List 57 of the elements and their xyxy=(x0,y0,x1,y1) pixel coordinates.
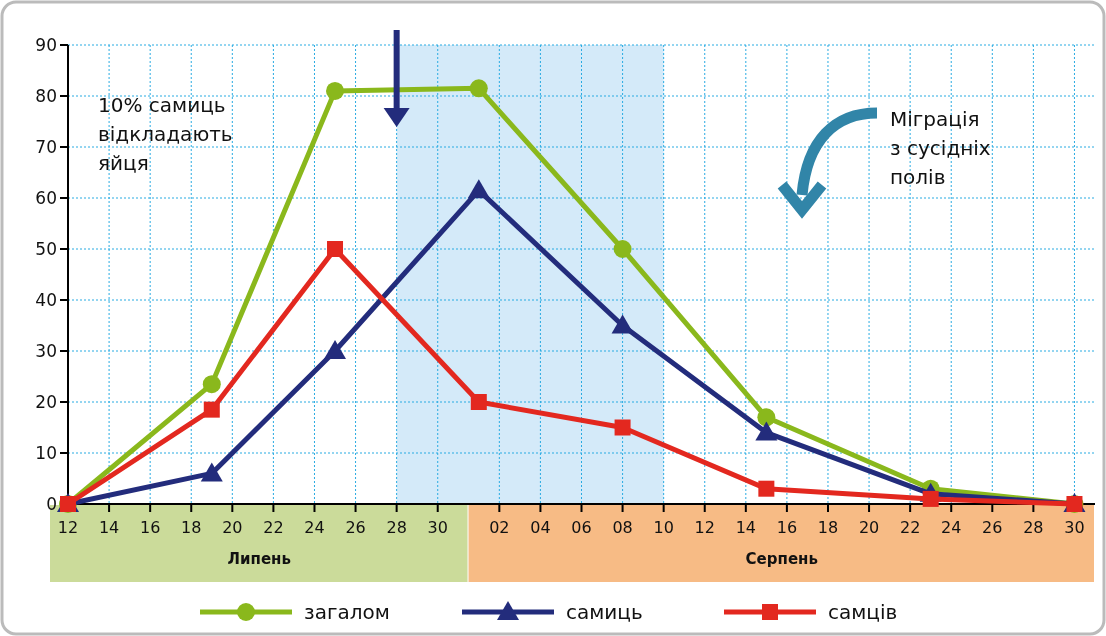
point xyxy=(326,81,345,100)
point xyxy=(327,241,344,257)
y-tick-label: 60 xyxy=(35,187,57,208)
point xyxy=(200,462,223,482)
x-tick-label: 16 xyxy=(776,518,798,537)
y-tick-label: 0 xyxy=(46,493,57,514)
text: Серпень xyxy=(745,550,818,568)
x-tick-label: 14 xyxy=(98,518,120,537)
x-tick-label: 12 xyxy=(57,518,79,537)
annotation: 10% самиць відкладають яйця xyxy=(98,93,233,175)
legend-label: самиць xyxy=(566,600,643,624)
annotation: Міграція з сусідніх полів xyxy=(890,107,991,189)
point xyxy=(611,314,634,334)
point xyxy=(758,480,775,497)
x-tick-label: 16 xyxy=(139,518,161,537)
x-tick-label: 30 xyxy=(427,518,448,537)
point xyxy=(467,179,490,199)
x-tick-label: 28 xyxy=(386,518,407,537)
y-tick-label: 90 xyxy=(35,34,57,55)
point xyxy=(469,79,488,98)
point xyxy=(613,240,632,258)
x-tick-label: 12 xyxy=(694,518,715,537)
point xyxy=(470,394,487,410)
x-tick-label: 20 xyxy=(858,518,880,537)
y-tick-label: 70 xyxy=(35,136,57,157)
x-tick-label: 26 xyxy=(345,518,366,537)
point xyxy=(757,408,776,427)
y-tick-label: 40 xyxy=(35,289,57,310)
x-tick-label: 04 xyxy=(530,518,551,537)
legend-label: самців xyxy=(828,600,898,624)
point xyxy=(202,375,221,394)
x-tick-label: 24 xyxy=(941,518,962,537)
x-tick-label: 26 xyxy=(982,518,1003,537)
point xyxy=(203,401,220,418)
y-tick-label: 30 xyxy=(35,340,57,361)
x-tick-label: 30 xyxy=(1064,518,1085,537)
x-tick-label: 22 xyxy=(263,518,284,537)
x-tick-label: 20 xyxy=(222,518,243,537)
y-tick-label: 50 xyxy=(35,238,57,259)
text: Липень xyxy=(227,550,291,568)
point xyxy=(324,340,347,359)
y-tick-label: 80 xyxy=(35,85,57,106)
x-tick-label: 06 xyxy=(571,518,592,537)
point xyxy=(755,421,778,441)
point xyxy=(614,419,631,436)
legend-label: загалом xyxy=(304,600,390,624)
x-tick-label: 10 xyxy=(653,518,674,537)
x-tick-label: 18 xyxy=(181,518,202,537)
x-tick-label: 08 xyxy=(612,518,633,537)
x-tick-label: 28 xyxy=(1023,518,1044,537)
x-tick-label: 18 xyxy=(817,518,839,537)
y-tick-label: 20 xyxy=(35,391,57,412)
x-tick-label: 02 xyxy=(489,518,510,537)
x-tick-label: 24 xyxy=(304,518,325,537)
x-tick-label: 22 xyxy=(899,518,921,537)
x-tick-label: 14 xyxy=(735,518,756,537)
y-tick-label: 10 xyxy=(35,442,57,463)
